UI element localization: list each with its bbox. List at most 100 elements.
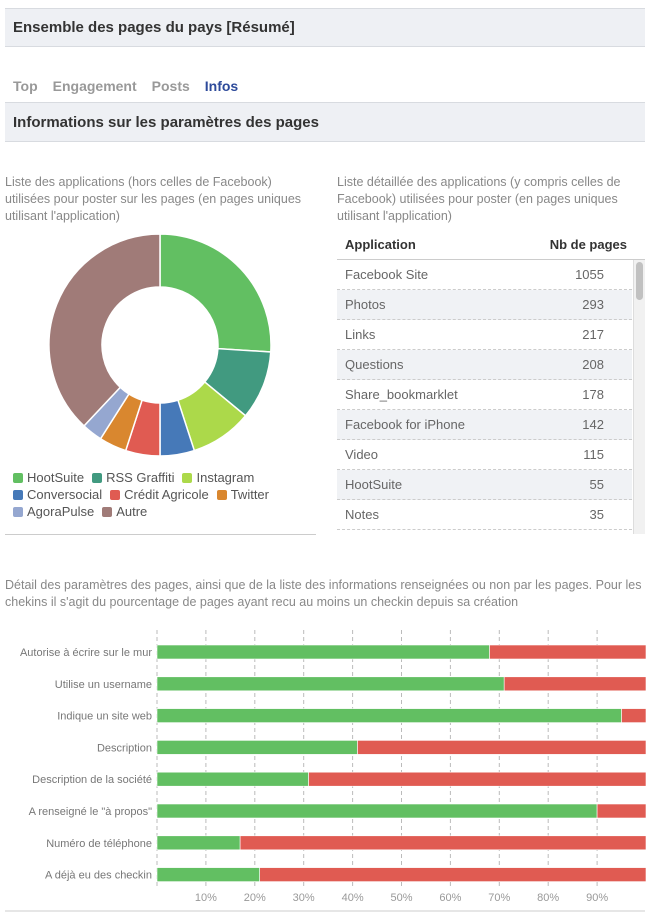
x-tick-label: 90% — [586, 892, 608, 904]
bar-no[interactable] — [259, 867, 647, 882]
bar-no[interactable] — [239, 835, 647, 851]
category-label: Utilise un username — [55, 679, 152, 691]
cell-count: 55 — [589, 477, 604, 492]
x-tick-label: 40% — [342, 892, 364, 904]
bar-no[interactable] — [357, 740, 647, 755]
legend-swatch — [182, 473, 193, 483]
x-tick-label: 60% — [439, 892, 461, 904]
tab-infos[interactable]: Infos — [204, 78, 239, 94]
cell-application: Questions — [345, 357, 404, 372]
legend-label: HootSuite — [27, 470, 85, 485]
stacked-bar-chart: 10% 20% 30% 40% 50% 60% 70% 80% 90% Autorise à éc… — [5, 630, 647, 912]
cell-count: 1055 — [575, 267, 604, 282]
x-tick-label: 30% — [293, 892, 315, 904]
legend-label: Autre — [116, 504, 148, 519]
legend-swatch — [13, 507, 23, 517]
pie-legend: HootSuite RSS Graffiti Instagram Conversoci… — [13, 469, 303, 520]
table-row[interactable]: Share_bookmarklet 178 — [337, 380, 632, 410]
column-header-application[interactable]: Application — [345, 237, 416, 252]
bar-yes[interactable] — [156, 676, 505, 692]
category-label: Numéro de téléphone — [46, 838, 152, 850]
cell-application: Facebook Site — [345, 267, 429, 282]
table-header: Application Nb de pages — [337, 230, 645, 260]
cell-count: 217 — [582, 327, 604, 342]
cell-application: Links — [345, 327, 376, 342]
tab-top[interactable]: Top — [13, 78, 38, 94]
cell-count: 142 — [582, 417, 604, 432]
table-body: Facebook Site 1055 Photos 293 Links 217 Questi… — [337, 260, 645, 534]
donut-chart — [48, 233, 272, 457]
section-title: Informations sur les paramètres des page… — [5, 102, 645, 142]
table-row[interactable]: Facebook Site 1055 — [337, 260, 632, 290]
x-tick-label: 70% — [488, 892, 510, 904]
legend-item[interactable]: Instagram — [182, 469, 254, 486]
bar-yes[interactable] — [156, 803, 598, 819]
tab-posts[interactable]: Posts — [151, 78, 190, 94]
bar-no[interactable] — [621, 708, 647, 723]
legend-label: Twitter — [230, 487, 269, 502]
table-row[interactable]: HootSuite 55 — [337, 470, 632, 500]
legend-swatch — [216, 490, 227, 500]
table-row[interactable]: Questions 208 — [337, 350, 632, 380]
scrollbar[interactable] — [633, 260, 645, 534]
legend-swatch — [13, 490, 23, 500]
legend-label: AgoraPulse — [27, 504, 95, 519]
column-header-count[interactable]: Nb de pages — [549, 237, 627, 252]
legend-item[interactable]: Autre — [102, 503, 147, 520]
bar-yes[interactable] — [156, 644, 490, 660]
cell-count: 115 — [583, 447, 604, 462]
legend-label: Crédit Agricole — [124, 487, 209, 502]
cell-count: 208 — [582, 357, 604, 372]
bar-no[interactable] — [489, 644, 647, 660]
category-label: Description — [97, 742, 152, 754]
cell-count: 35 — [589, 507, 604, 522]
table-row[interactable]: Links 217 — [337, 320, 632, 350]
scrollbar-thumb[interactable] — [636, 262, 643, 300]
legend-item[interactable]: RSS Graffiti — [92, 469, 174, 486]
cell-count: 178 — [582, 387, 604, 402]
tabs: Top Engagement Posts Infos — [13, 78, 238, 94]
bar-yes[interactable] — [156, 835, 241, 851]
bar-no[interactable] — [503, 676, 647, 692]
category-label: A renseigné le "à propos" — [29, 806, 152, 818]
table-row[interactable]: Photos 293 — [337, 290, 632, 320]
table-row[interactable]: Facebook for iPhone 142 — [337, 410, 632, 440]
cell-application: HootSuite — [345, 477, 403, 492]
legend-label: Conversocial — [27, 487, 103, 502]
divider — [5, 534, 316, 535]
legend-item[interactable]: Crédit Agricole — [110, 486, 209, 503]
applications-table: Application Nb de pages Facebook Site 105… — [337, 230, 645, 534]
table-row[interactable]: Notes 35 — [337, 500, 632, 530]
category-label: Description de la société — [32, 774, 152, 786]
cell-application: Notes — [345, 507, 379, 522]
category-label: Indique un site web — [57, 711, 152, 723]
bar-no[interactable] — [308, 771, 647, 787]
page-title: Ensemble des pages du pays [Résumé] — [5, 8, 645, 47]
bar-yes[interactable] — [156, 867, 260, 882]
legend-swatch — [13, 473, 23, 483]
bar-no[interactable] — [596, 803, 647, 819]
legend-swatch — [110, 490, 121, 500]
x-tick-label: 20% — [244, 892, 266, 904]
pie-slice-7[interactable] — [48, 233, 161, 427]
tab-engagement[interactable]: Engagement — [52, 78, 137, 94]
table-description: Liste détaillée des applications (y comp… — [337, 175, 621, 223]
cell-application: Video — [345, 447, 379, 462]
bars-description: Détail des paramètres des pages, ainsi q… — [5, 578, 642, 609]
cell-application: Photos — [345, 297, 386, 312]
bar-yes[interactable] — [156, 740, 358, 755]
pie-slice-0[interactable] — [159, 233, 272, 353]
category-label: Autorise à écrire sur le mur — [20, 647, 152, 659]
bar-yes[interactable] — [156, 771, 309, 787]
legend-item[interactable]: HootSuite — [13, 469, 84, 486]
legend-swatch — [92, 473, 103, 483]
cell-count: 293 — [582, 297, 604, 312]
legend-item[interactable]: AgoraPulse — [13, 503, 94, 520]
pie-description: Liste des applications (hors celles de F… — [5, 175, 302, 223]
table-row[interactable]: Video 115 — [337, 440, 632, 470]
legend-item[interactable]: Conversocial — [13, 486, 102, 503]
bar-yes[interactable] — [156, 708, 622, 723]
x-tick-label: 50% — [390, 892, 412, 904]
legend-item[interactable]: Twitter — [216, 486, 269, 503]
legend-swatch — [102, 507, 113, 517]
